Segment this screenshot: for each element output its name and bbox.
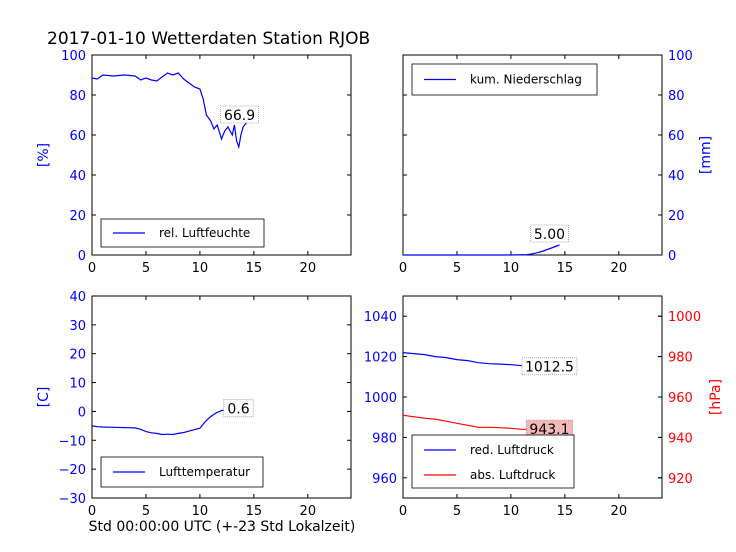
legend: red. Luftdruck abs. Luftdruck xyxy=(411,434,575,489)
x-tick-label: 0 xyxy=(399,504,407,519)
chart-panel-pressure: 0 5 10 15 20 960 980 1000 1020 1040 920 940 960 980 10… xyxy=(364,295,724,519)
x-tick-label: 0 xyxy=(88,261,96,276)
x-tick-label: 20 xyxy=(611,504,628,519)
y-axis-label: [C] xyxy=(36,387,52,408)
legend-label: kum. Niederschlag xyxy=(470,73,582,87)
y-tick-label: 1040 xyxy=(364,310,397,325)
plot-frame xyxy=(91,295,352,499)
annotation-box xyxy=(521,357,578,376)
x-tick-label: 5 xyxy=(142,504,150,519)
y-tick-label: 60 xyxy=(69,129,86,144)
annotation-value: 5.00 xyxy=(534,227,565,243)
annotation-value: 0.6 xyxy=(227,402,249,418)
legend: kum. Niederschlag xyxy=(411,63,598,96)
y-tick-label: 10 xyxy=(69,377,86,392)
y-tick-label: 0 xyxy=(78,405,86,420)
legend-box xyxy=(411,434,575,489)
y-tick-label-right: 960 xyxy=(668,391,693,406)
y-tick-label: 40 xyxy=(69,290,86,305)
y-tick-label: −10 xyxy=(59,434,86,449)
y-tick-label: 1020 xyxy=(364,351,397,366)
annotation-value: 66.9 xyxy=(224,108,255,124)
y-tick-label: 960 xyxy=(372,472,397,487)
y-axis-label: [hPa] xyxy=(708,379,724,415)
y-tick-label: 20 xyxy=(69,348,86,363)
x-axis-label: Std 00:00:00 UTC (+-23 Std Lokalzeit) xyxy=(89,519,356,535)
figure-title: 2017-01-10 Wetterdaten Station RJOB xyxy=(47,29,370,49)
legend: rel. Luftfeuchte xyxy=(100,218,265,248)
y-tick-label: 0 xyxy=(78,249,86,264)
annotation-box xyxy=(530,224,569,243)
x-tick-label: 5 xyxy=(453,261,461,276)
y-tick-label: 30 xyxy=(69,319,86,334)
y-tick-label: 60 xyxy=(668,129,685,144)
legend: Lufttemperatur xyxy=(100,456,264,488)
legend-label: abs. Luftdruck xyxy=(470,468,555,482)
x-tick-label: 10 xyxy=(192,504,209,519)
y-tick-label-right: 1000 xyxy=(668,310,701,325)
x-tick-label: 10 xyxy=(192,261,209,276)
y-tick-label: 20 xyxy=(69,209,86,224)
annotation-value: 943.1 xyxy=(529,422,569,438)
y-tick-label: 80 xyxy=(69,89,86,104)
x-tick-label: 15 xyxy=(557,261,574,276)
y-axis-label: [%] xyxy=(36,143,52,167)
x-tick-label: 20 xyxy=(300,504,317,519)
y-tick-label-right: 980 xyxy=(668,351,693,366)
x-tick-label: 10 xyxy=(503,261,520,276)
x-tick-label: 15 xyxy=(246,261,263,276)
y-tick-label: −20 xyxy=(59,463,86,478)
y-tick-label: 40 xyxy=(668,169,685,184)
legend-label: Lufttemperatur xyxy=(159,465,250,479)
y-tick-label: 980 xyxy=(372,431,397,446)
legend-label: red. Luftdruck xyxy=(470,443,554,457)
y-tick-label: 100 xyxy=(668,49,693,64)
y-axis-label: [mm] xyxy=(698,136,714,174)
legend-label: rel. Luftfeuchte xyxy=(159,226,250,240)
annotation-value: 1012.5 xyxy=(525,360,574,376)
x-tick-label: 15 xyxy=(246,504,263,519)
y-tick-label: 1000 xyxy=(364,391,397,406)
y-tick-label: 20 xyxy=(668,209,685,224)
x-tick-label: 5 xyxy=(142,261,150,276)
x-tick-label: 0 xyxy=(399,261,407,276)
x-tick-label: 15 xyxy=(557,504,574,519)
y-tick-label-right: 940 xyxy=(668,431,693,446)
x-tick-label: 20 xyxy=(300,261,317,276)
plot-frame xyxy=(91,54,352,256)
chart-panel-temperature: 0 5 10 15 20 −30 −20 −10 0 10 20 30 40 [C] 0.6 Lufttemp… xyxy=(36,290,352,519)
x-tick-label: 20 xyxy=(611,261,628,276)
chart-panel-humidity: 0 5 10 15 20 0 20 40 60 80 100 [%] 66.9 rel. Luftfeuc… xyxy=(36,49,352,276)
y-tick-label: −30 xyxy=(59,492,86,507)
y-tick-label-right: 920 xyxy=(668,472,693,487)
x-tick-label: 0 xyxy=(88,504,96,519)
x-tick-label: 5 xyxy=(453,504,461,519)
y-tick-label: 100 xyxy=(61,49,86,64)
x-tick-label: 10 xyxy=(503,504,520,519)
series-line-kum-niederschlag xyxy=(403,244,560,256)
annotation-box xyxy=(220,105,259,124)
series-line-rel-luftfeuchte xyxy=(91,72,250,150)
plot-frame xyxy=(402,54,663,256)
y-tick-label: 80 xyxy=(668,89,685,104)
y-tick-label: 0 xyxy=(668,249,676,264)
annotation-box xyxy=(223,399,254,418)
chart-panel-precipitation: 0 5 10 15 20 0 20 40 60 80 100 [mm] 5.00 kum. Nieders… xyxy=(399,49,714,276)
y-tick-label: 40 xyxy=(69,169,86,184)
